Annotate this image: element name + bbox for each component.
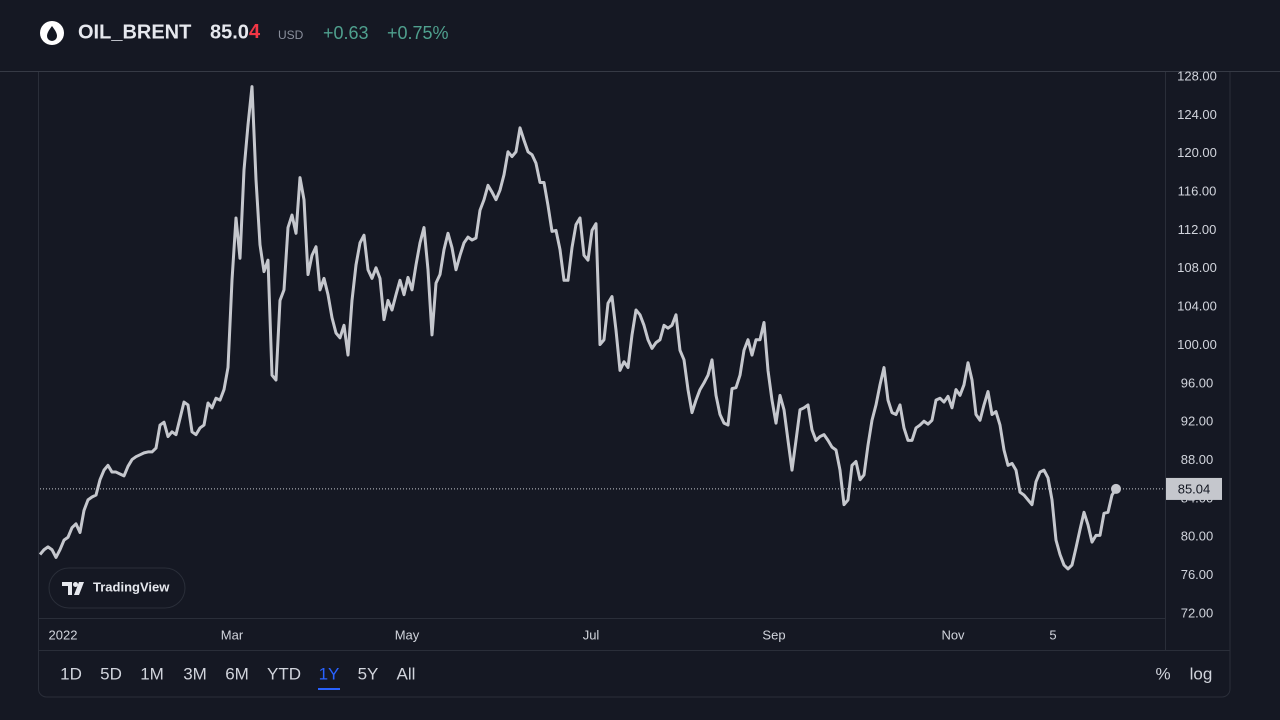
watermark-badge xyxy=(48,567,186,609)
scale-option[interactable]: % xyxy=(1155,664,1170,683)
range-button[interactable]: 5Y xyxy=(358,664,379,683)
change-percent: +0.75% xyxy=(387,23,449,43)
price-line xyxy=(39,85,1118,571)
chart-frame xyxy=(38,72,1231,698)
scale-option[interactable]: log xyxy=(1190,664,1213,683)
x-tick-label: Nov xyxy=(941,627,965,642)
range-button[interactable]: 1D xyxy=(60,664,82,683)
toolbar: 1D 5D 1M 3M 6M YTD 1Y 5Y All% log xyxy=(60,664,1212,690)
y-tick-label: 72.00 xyxy=(1181,605,1214,620)
change: +0.63 xyxy=(323,23,369,43)
range-button[interactable]: YTD xyxy=(267,664,301,683)
symbol: OIL_BRENT xyxy=(78,21,191,43)
watermark-text: TradingView xyxy=(93,579,170,594)
y-tick-label: 108.00 xyxy=(1177,260,1217,275)
y-tick-label: 116.00 xyxy=(1178,183,1217,198)
x-tick-label: 5 xyxy=(1049,627,1056,642)
price: 85.04 xyxy=(210,21,261,43)
y-tick-label: 120.00 xyxy=(1177,145,1217,160)
y-tick-label: 124.00 xyxy=(1177,107,1217,122)
y-tick-label: 92.00 xyxy=(1181,414,1214,429)
y-tick-label: 96.00 xyxy=(1181,375,1214,390)
plot-area xyxy=(39,85,1165,571)
currency: USD xyxy=(278,28,304,42)
range-button[interactable]: 5D xyxy=(100,664,122,683)
x-tick-label: May xyxy=(395,627,420,642)
oil-drop xyxy=(47,26,57,41)
range-button[interactable]: 1M xyxy=(140,664,164,683)
axes: 72.0076.0080.0084.0088.0092.0096.00100.0… xyxy=(49,68,1222,642)
x-tick-label: Jul xyxy=(583,627,600,642)
y-tick-label: 128.00 xyxy=(1177,68,1217,83)
y-tick-label: 112.00 xyxy=(1178,222,1217,237)
y-tick-label: 104.00 xyxy=(1177,299,1217,314)
y-tick-label: 100.00 xyxy=(1177,337,1217,352)
last-point xyxy=(1111,483,1121,494)
watermark-logo xyxy=(62,582,84,595)
range-button[interactable]: All xyxy=(397,664,416,683)
watermark-logo-dot xyxy=(73,582,78,587)
range-button[interactable]: 1Y xyxy=(319,664,340,683)
active-range-underline xyxy=(318,688,340,690)
range-button[interactable]: 3M xyxy=(183,664,207,683)
range-button[interactable]: 6M xyxy=(225,664,249,683)
x-tick-label: 2022 xyxy=(49,627,78,642)
last-price-label: 85.04 xyxy=(1178,481,1211,496)
y-tick-label: 80.00 xyxy=(1181,529,1214,544)
x-tick-label: Sep xyxy=(762,627,785,642)
last-price-box xyxy=(1166,477,1222,500)
y-tick-label: 88.00 xyxy=(1181,452,1214,467)
x-tick-label: Mar xyxy=(221,627,244,642)
y-tick-label: 76.00 xyxy=(1181,567,1214,582)
